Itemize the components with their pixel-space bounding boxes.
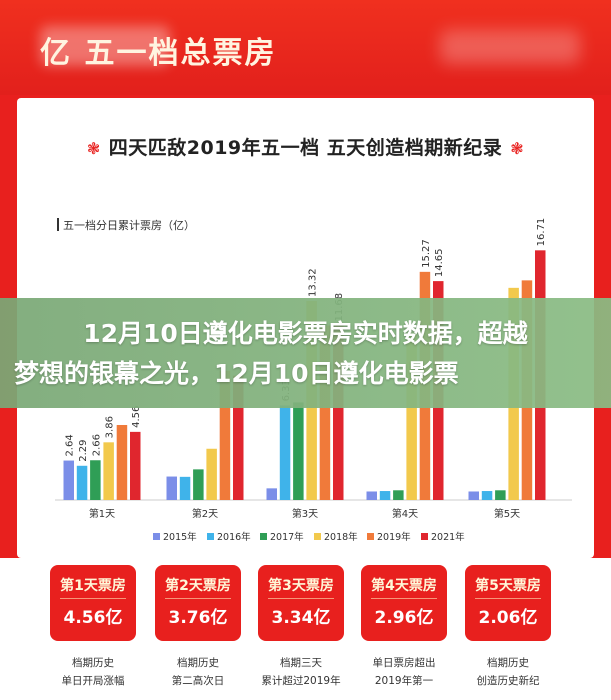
legend-swatch-2018年 [314,533,321,540]
bar-2019年-第1天 [116,424,128,500]
x-tick-label: 第2天 [192,507,218,520]
data-label: 2.64 [65,434,76,456]
day-box-office-card: 第2天票房 3.76亿 [155,565,241,641]
day-box-office-card: 第1天票房 4.56亿 [50,565,136,641]
legend-label: 2021年 [431,531,465,543]
card-note-line: 档期三天 [280,657,322,669]
data-label: 15.27 [421,239,432,268]
data-label: 16.71 [536,218,547,247]
bar-2018年-第4天 [406,332,417,500]
bar-2016年-第2天 [179,476,191,500]
legend-swatch-2019年 [367,533,374,540]
headline-line-1: 12月10日遵化电影票房实时数据，超越 [83,319,528,348]
header-title: 亿 五一档总票房 [40,36,277,71]
headline-overlay: 12月10日遵化电影票房实时数据，超越 梦想的银幕之光，12月10日遵化电影票 [0,298,611,408]
legend-swatch-2015年 [153,533,160,540]
card-note: 单日票房超出 2019年第一 [349,654,459,690]
card-note-line: 档期历史 [487,657,529,669]
bar-2017年-第2天 [193,469,204,500]
card-value: 4.56亿 [63,608,123,628]
card-divider [60,598,126,599]
data-label: 2.66 [91,434,102,456]
card-note-line: 第二高次日 [171,675,225,687]
card-note-line: 创造历史新纪 [476,675,540,687]
bar-2015年-第2天 [166,476,177,500]
card-note-line: 累计超过2019年 [261,675,341,687]
card-heading: 第1天票房 [60,578,126,594]
flower-icon: ❃ [510,139,525,158]
headline-line-2: 梦想的银幕之光，12月10日遵化电影票 [14,359,459,388]
data-label: 14.65 [434,248,445,277]
blurred-decoration [440,30,580,64]
bar-2017年-第4天 [393,490,404,500]
bar-2018年-第1天 [103,442,114,500]
legend-swatch-2021年 [421,533,428,540]
card-value: 3.34亿 [271,608,331,628]
bar-2019年-第2天 [219,370,231,500]
card-heading: 第4天票房 [371,578,437,594]
legend-label: 2018年 [324,531,358,543]
card-divider [371,598,437,599]
data-label: 13.32 [308,268,319,297]
bar-2015年-第1天 [63,460,74,500]
legend-label: 2019年 [377,531,411,543]
x-tick-label: 第1天 [89,507,115,520]
card-heading: 第5天票房 [475,578,541,594]
summary-section: 第1天票房 4.56亿 档期历史 单日开局涨幅 第2天票房 3.76亿 档期历史 第二高次日第… [0,558,611,700]
data-label: 2.29 [78,440,89,462]
card-divider [475,598,541,599]
legend-label: 2015年 [163,531,197,543]
legend-label: 2017年 [270,531,304,543]
bar-2016年-第3天 [279,405,291,500]
bar-2016年-第1天 [76,465,88,500]
card-note-line: 单日开局涨幅 [61,675,125,687]
card-value: 2.96亿 [374,608,434,628]
bar-2021年-第1天 [130,431,141,500]
x-tick-label: 第3天 [292,507,318,520]
bar-2015年-第5天 [468,491,479,500]
card-note: 档期历史 第二高次日 [143,654,253,690]
card-divider [268,598,334,599]
legend-swatch-2017年 [260,533,267,540]
day-box-office-card: 第5天票房 2.06亿 [465,565,551,641]
day-box-office-card: 第3天票房 3.34亿 [258,565,344,641]
card-note: 档期三天累计超过2019年 [246,654,356,690]
bar-2016年-第4天 [379,491,391,500]
legend-label: 2016年 [217,531,251,543]
card-note-line: 档期历史 [72,657,114,669]
y-axis-label-marker [57,218,59,231]
card-note-line: 单日票房超出 [372,657,436,669]
card-heading: 第2天票房 [165,578,231,594]
card-note: 档期历史创造历史新纪 [453,654,563,690]
card-value: 3.76亿 [168,608,228,628]
x-tick-label: 第5天 [494,507,520,520]
bar-2015年-第3天 [266,488,277,500]
bar-2019年-第3天 [319,325,331,500]
chart-panel-title: ❃ 四天匹敌2019年五一档 五天创造档期新纪录 ❃ [17,133,594,160]
panel-title-text: 四天匹敌2019年五一档 五天创造档期新纪录 [108,137,503,159]
y-axis-label: 五一档分日累计票房（亿） [63,218,195,232]
x-tick-label: 第4天 [392,507,418,520]
bar-2021年-第2天 [233,375,244,500]
bar-2017年-第3天 [293,402,304,500]
data-label: 4.56 [131,406,142,428]
legend-swatch-2016年 [207,533,214,540]
bar-2015年-第4天 [366,491,377,500]
card-value: 2.06亿 [478,608,538,628]
data-label: 3.86 [105,416,116,438]
card-note: 档期历史单日开局涨幅 [38,654,148,690]
bar-2017年-第1天 [90,460,101,500]
blurred-figure [40,26,170,66]
bar-2021年-第3天 [333,325,344,500]
card-divider [165,598,231,599]
bar-2018年-第2天 [206,448,217,500]
header-banner: 亿 五一档总票房 [0,0,611,95]
card-heading: 第3天票房 [268,578,334,594]
day-box-office-card: 第4天票房 2.96亿 [361,565,447,641]
card-note-line: 2019年第一 [374,675,434,687]
card-note-line: 档期历史 [177,657,219,669]
bar-2017年-第5天 [495,490,506,500]
flower-icon: ❃ [86,139,101,158]
bar-2016年-第5天 [481,491,493,500]
